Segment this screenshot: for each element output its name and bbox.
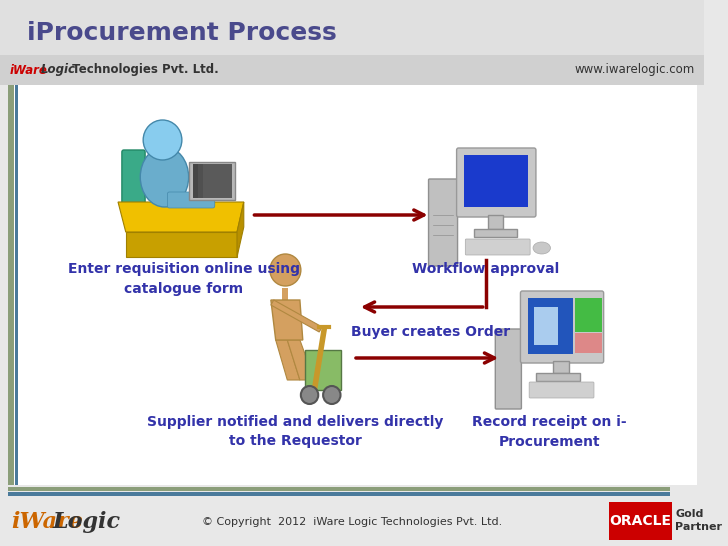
Bar: [609, 502, 673, 540]
Text: Record receipt on i-
Procurement: Record receipt on i- Procurement: [472, 415, 627, 448]
Bar: [8, 492, 670, 496]
Circle shape: [270, 254, 301, 286]
Text: Gold: Gold: [676, 509, 703, 519]
Bar: [8, 85, 697, 485]
Text: iWare: iWare: [9, 63, 47, 76]
FancyBboxPatch shape: [521, 291, 604, 363]
FancyBboxPatch shape: [198, 164, 227, 198]
Text: Buyer creates Order: Buyer creates Order: [351, 325, 510, 339]
FancyBboxPatch shape: [429, 179, 458, 266]
Bar: [8, 487, 670, 491]
Polygon shape: [288, 340, 314, 380]
Bar: [0, 0, 704, 55]
FancyBboxPatch shape: [282, 288, 288, 300]
Polygon shape: [126, 232, 237, 257]
FancyBboxPatch shape: [167, 192, 215, 208]
FancyBboxPatch shape: [305, 350, 341, 390]
Bar: [15, 85, 18, 485]
Text: Partner: Partner: [676, 522, 722, 532]
Bar: [8, 85, 14, 485]
Ellipse shape: [141, 147, 189, 207]
Text: iProcurement Process: iProcurement Process: [27, 21, 337, 45]
FancyBboxPatch shape: [553, 361, 569, 373]
FancyBboxPatch shape: [464, 155, 529, 207]
FancyBboxPatch shape: [574, 333, 602, 353]
Text: © Copyright  2012  iWare Logic Technologies Pvt. Ltd.: © Copyright 2012 iWare Logic Technologie…: [202, 517, 502, 527]
FancyBboxPatch shape: [574, 298, 602, 332]
FancyBboxPatch shape: [122, 150, 145, 204]
Text: Technologies Pvt. Ltd.: Technologies Pvt. Ltd.: [68, 63, 218, 76]
Polygon shape: [237, 202, 244, 257]
FancyBboxPatch shape: [534, 307, 558, 345]
Polygon shape: [276, 340, 300, 380]
Polygon shape: [118, 202, 244, 232]
FancyBboxPatch shape: [456, 148, 536, 217]
Text: ORACLE: ORACLE: [609, 514, 671, 528]
Polygon shape: [271, 300, 303, 340]
Text: Enter requisition online using
catalogue form: Enter requisition online using catalogue…: [68, 262, 300, 295]
FancyBboxPatch shape: [194, 164, 223, 198]
FancyBboxPatch shape: [189, 162, 235, 200]
FancyBboxPatch shape: [529, 382, 594, 398]
Bar: [0, 55, 704, 85]
Circle shape: [143, 120, 182, 160]
Bar: [0, 496, 704, 546]
FancyBboxPatch shape: [474, 229, 517, 237]
Circle shape: [323, 386, 341, 404]
Text: Supplier notified and delivers directly
to the Requestor: Supplier notified and delivers directly …: [147, 415, 443, 448]
FancyBboxPatch shape: [536, 373, 580, 381]
FancyBboxPatch shape: [529, 298, 573, 354]
Text: Logic: Logic: [52, 511, 120, 533]
FancyBboxPatch shape: [465, 239, 530, 255]
Ellipse shape: [533, 242, 550, 254]
Text: www.iwarelogic.com: www.iwarelogic.com: [574, 63, 695, 76]
FancyBboxPatch shape: [495, 329, 521, 409]
Circle shape: [301, 386, 318, 404]
Text: Logic: Logic: [41, 63, 76, 76]
FancyBboxPatch shape: [203, 164, 232, 198]
FancyBboxPatch shape: [488, 215, 503, 229]
Polygon shape: [271, 300, 322, 332]
Text: iWare: iWare: [12, 511, 84, 533]
Text: Workflow approval: Workflow approval: [412, 262, 559, 276]
